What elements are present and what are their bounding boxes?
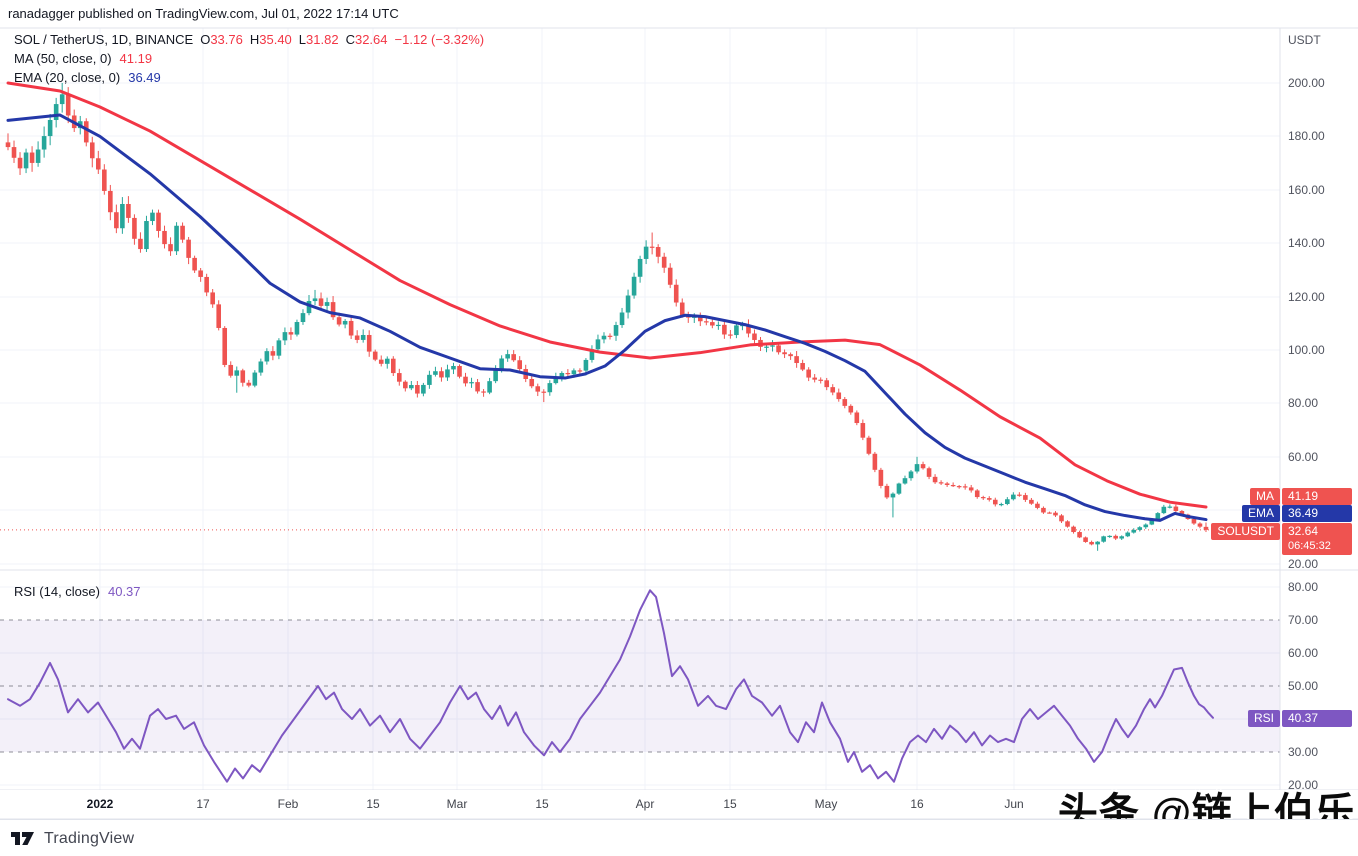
ohlc-value: 35.40 bbox=[259, 32, 292, 47]
symbol-legend-row: SOL / TetherUS, 1D, BINANCE O33.76 H35.40 L… bbox=[14, 30, 484, 49]
rsi-line bbox=[7, 589, 1214, 783]
price-axis-label: 80.00 bbox=[1288, 396, 1319, 410]
price-axis-label: 120.00 bbox=[1288, 290, 1325, 304]
ema-legend-row: EMA (20, close, 0) 36.49 bbox=[14, 68, 484, 87]
ohlc-key: H bbox=[249, 32, 260, 47]
ohlc-key: L bbox=[298, 32, 307, 47]
grid-lines bbox=[0, 28, 1280, 790]
time-axis-label: 15 bbox=[535, 797, 549, 811]
tradingview-logo-icon[interactable] bbox=[10, 828, 36, 850]
rsi-legend-label: RSI (14, close) bbox=[14, 584, 100, 599]
chart-legend: SOL / TetherUS, 1D, BINANCE O33.76 H35.40 L… bbox=[14, 30, 484, 87]
ohlc-value: 32.64 bbox=[354, 32, 388, 47]
ohlc-key: C bbox=[345, 32, 355, 47]
rsi-axis-label: 50.00 bbox=[1288, 679, 1319, 693]
ema-legend-value: 36.49 bbox=[128, 70, 161, 85]
time-axis-label: 17 bbox=[196, 797, 210, 811]
price-axis-label: 20.00 bbox=[1288, 557, 1319, 571]
rsi-axis-label: 70.00 bbox=[1288, 613, 1319, 627]
candles-group bbox=[5, 83, 1209, 551]
symbol-price-badge-value: 32.64 06:45:32 bbox=[1282, 523, 1352, 555]
ma-badge-label: MA bbox=[1250, 488, 1280, 505]
price-axis-label: 100.00 bbox=[1288, 343, 1325, 357]
ma-legend-row: MA (50, close, 0) 41.19 bbox=[14, 49, 484, 68]
time-axis-label: 16 bbox=[910, 797, 924, 811]
time-axis-label: Apr bbox=[635, 797, 655, 811]
ma-badge-value: 41.19 bbox=[1282, 488, 1352, 505]
price-axis-label: 140.00 bbox=[1288, 236, 1325, 250]
last-price: 32.64 bbox=[1288, 524, 1319, 538]
symbol-price-badge-label: SOLUSDT bbox=[1211, 523, 1280, 540]
time-axis-label: Feb bbox=[277, 797, 299, 811]
rsi-legend-value: 40.37 bbox=[107, 584, 141, 599]
ema20-line bbox=[6, 113, 1208, 522]
candle-countdown: 06:45:32 bbox=[1288, 540, 1331, 552]
time-axis-label: 15 bbox=[366, 797, 380, 811]
ma50-line bbox=[6, 81, 1208, 509]
tradingview-brand-text[interactable]: TradingView bbox=[44, 829, 135, 847]
ma-legend-value: 41.19 bbox=[119, 51, 153, 66]
ohlc-values: O33.76 H35.40 L31.82 C32.64 −1.12 (−3.32%) bbox=[193, 32, 484, 47]
time-axis-label: Jun bbox=[1004, 797, 1024, 811]
time-axis-label: May bbox=[814, 797, 838, 811]
publish-header: ranadagger published on TradingView.com,… bbox=[8, 6, 399, 21]
rsi-axis-label: 30.00 bbox=[1288, 745, 1319, 759]
ohlc-key: O bbox=[200, 32, 211, 47]
ema-badge-value: 36.49 bbox=[1282, 505, 1352, 522]
ohlc-value: 31.82 bbox=[306, 32, 339, 47]
price-axis-label: 180.00 bbox=[1288, 129, 1325, 143]
time-axis-label: 15 bbox=[723, 797, 737, 811]
rsi-badge-label: RSI bbox=[1247, 710, 1280, 727]
price-axis-label: 200.00 bbox=[1288, 76, 1325, 90]
rsi-legend-row: RSI (14, close) 40.37 bbox=[14, 584, 141, 600]
rsi-axis-label: 80.00 bbox=[1288, 580, 1319, 594]
time-axis[interactable] bbox=[0, 790, 1358, 818]
symbol-title: SOL / TetherUS, 1D, BINANCE bbox=[14, 32, 194, 47]
time-axis-label: Mar bbox=[446, 797, 468, 811]
ma-legend-label: MA (50, close, 0) bbox=[14, 51, 112, 66]
price-axis-label: 60.00 bbox=[1288, 450, 1319, 464]
ema-legend-label: EMA (20, close, 0) bbox=[14, 70, 121, 85]
footer-bar: TradingView bbox=[0, 819, 1358, 856]
time-axis-label: 2022 bbox=[86, 797, 114, 811]
rsi-axis-label: 20.00 bbox=[1288, 778, 1319, 792]
rsi-axis-label: 60.00 bbox=[1288, 646, 1319, 660]
rsi-badge-value: 40.37 bbox=[1282, 710, 1352, 727]
ohlc-value: 33.76 bbox=[210, 32, 243, 47]
price-axis-label: 160.00 bbox=[1288, 183, 1325, 197]
change-value: −1.12 (−3.32%) bbox=[394, 32, 485, 47]
ema-badge-label: EMA bbox=[1241, 505, 1280, 522]
price-axis-currency: USDT bbox=[1288, 33, 1321, 47]
